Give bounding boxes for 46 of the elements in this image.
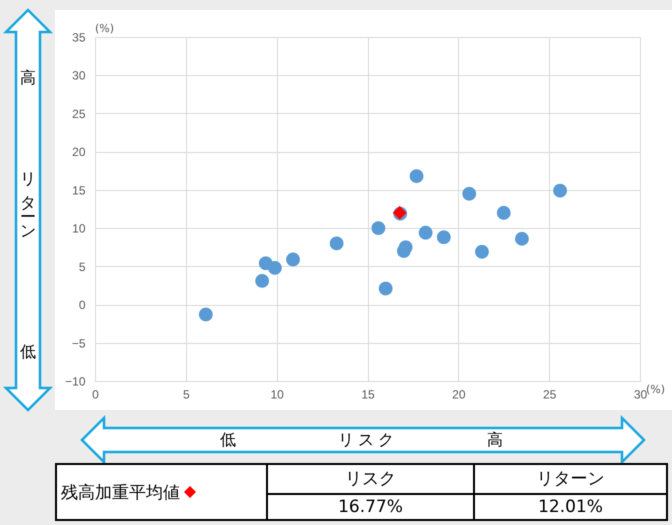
- x-tick-label: 15: [361, 388, 375, 402]
- point: [268, 260, 282, 275]
- y-tick-label: 10: [72, 222, 86, 236]
- y-tick-label: 20: [72, 145, 86, 160]
- x-tick-label: 0: [92, 388, 100, 402]
- y-axis-title: リターン: [19, 160, 38, 238]
- point: [378, 282, 393, 296]
- point: [286, 252, 300, 266]
- point: [410, 169, 424, 184]
- x-tick-label: 5: [182, 388, 190, 402]
- y-tick-label: −10: [65, 374, 86, 388]
- point: [462, 186, 476, 201]
- point: [553, 184, 567, 198]
- y-tick-label: 5: [78, 260, 86, 274]
- y-tick-label: 25: [72, 106, 86, 121]
- point: [475, 244, 489, 259]
- text: リターン: [474, 464, 667, 494]
- y-tick-label: 35: [72, 30, 86, 44]
- point: [396, 244, 411, 258]
- text: 残高加重平均値: [56, 464, 267, 520]
- point: [198, 308, 213, 322]
- text: 低: [220, 430, 236, 451]
- x-tick-label: 10: [270, 388, 284, 402]
- point: [496, 206, 511, 220]
- text: 低: [20, 342, 36, 363]
- point: [418, 226, 433, 240]
- text: 16.77%: [267, 494, 474, 520]
- text: 高: [20, 68, 36, 89]
- text: (%): [95, 22, 114, 35]
- y-tick-label: 15: [72, 183, 86, 198]
- y-tick-label: 0: [78, 298, 86, 312]
- text: 高: [487, 430, 503, 451]
- y-tick-label: 30: [72, 68, 86, 83]
- point: [372, 221, 386, 235]
- y-tick-label: −5: [72, 336, 86, 350]
- text: 12.01%: [474, 494, 667, 520]
- point: [330, 236, 344, 250]
- point: [436, 230, 451, 244]
- text: (%): [646, 383, 666, 396]
- x-tick-label: 30: [634, 388, 648, 402]
- x-tick-label: 25: [542, 388, 557, 402]
- x-tick-label: 20: [452, 388, 466, 402]
- text: リスク: [267, 464, 474, 494]
- point: [515, 232, 529, 246]
- x-axis-title: リスク: [338, 430, 398, 451]
- point: [255, 274, 270, 288]
